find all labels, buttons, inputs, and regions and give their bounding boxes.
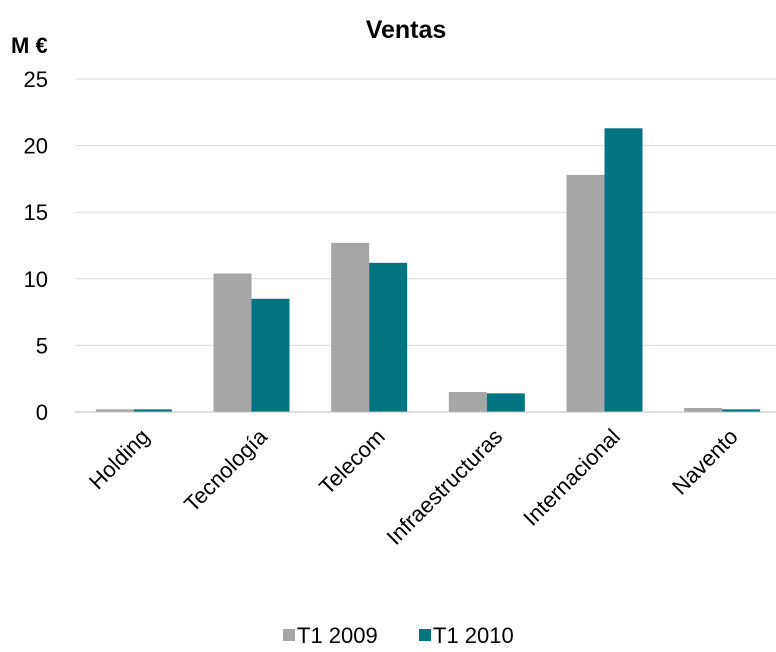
x-tick-label: Telecom bbox=[314, 424, 390, 500]
x-tick-label: Infraestructuras bbox=[382, 424, 508, 550]
bar-t1-2009-3 bbox=[448, 392, 487, 412]
bar-t1-2010-0 bbox=[133, 409, 172, 412]
bars bbox=[95, 128, 761, 412]
bar-t1-2009-5 bbox=[684, 408, 723, 412]
bar-t1-2010-4 bbox=[604, 128, 643, 412]
bar-t1-2010-5 bbox=[722, 409, 761, 412]
legend-label: T1 2010 bbox=[433, 623, 514, 648]
x-tick-label: Internacional bbox=[518, 424, 625, 531]
x-tick-label: Holding bbox=[84, 424, 154, 494]
y-axis-ticks: 0 5 10 15 20 25 bbox=[24, 67, 48, 425]
gridlines bbox=[75, 78, 776, 346]
chart-title: Ventas bbox=[366, 16, 447, 44]
x-tick-label: Tecnología bbox=[179, 423, 272, 516]
y-tick-label: 15 bbox=[24, 200, 48, 225]
y-tick-label: 0 bbox=[36, 400, 48, 425]
bar-t1-2009-4 bbox=[566, 174, 605, 412]
legend-label: T1 2009 bbox=[297, 623, 378, 648]
y-tick-label: 5 bbox=[36, 333, 48, 358]
bar-t1-2010-2 bbox=[369, 262, 408, 412]
bar-t1-2010-3 bbox=[486, 393, 525, 412]
y-tick-label: 20 bbox=[24, 134, 48, 159]
legend-swatch bbox=[283, 629, 295, 641]
x-tick-label: Navento bbox=[667, 424, 743, 500]
legend-swatch bbox=[419, 629, 431, 641]
bar-t1-2010-1 bbox=[251, 298, 290, 412]
legend: T1 2009 T1 2010 bbox=[283, 623, 514, 648]
y-tick-label: 10 bbox=[24, 267, 48, 292]
x-axis-ticks: Holding Tecnología TelecomInfraestructuras… bbox=[84, 423, 743, 549]
bar-t1-2009-2 bbox=[331, 242, 370, 412]
y-axis-unit-label: M € bbox=[11, 33, 48, 58]
bar-t1-2009-0 bbox=[95, 409, 134, 412]
bar-t1-2009-1 bbox=[213, 273, 252, 412]
y-tick-label: 25 bbox=[24, 67, 48, 92]
